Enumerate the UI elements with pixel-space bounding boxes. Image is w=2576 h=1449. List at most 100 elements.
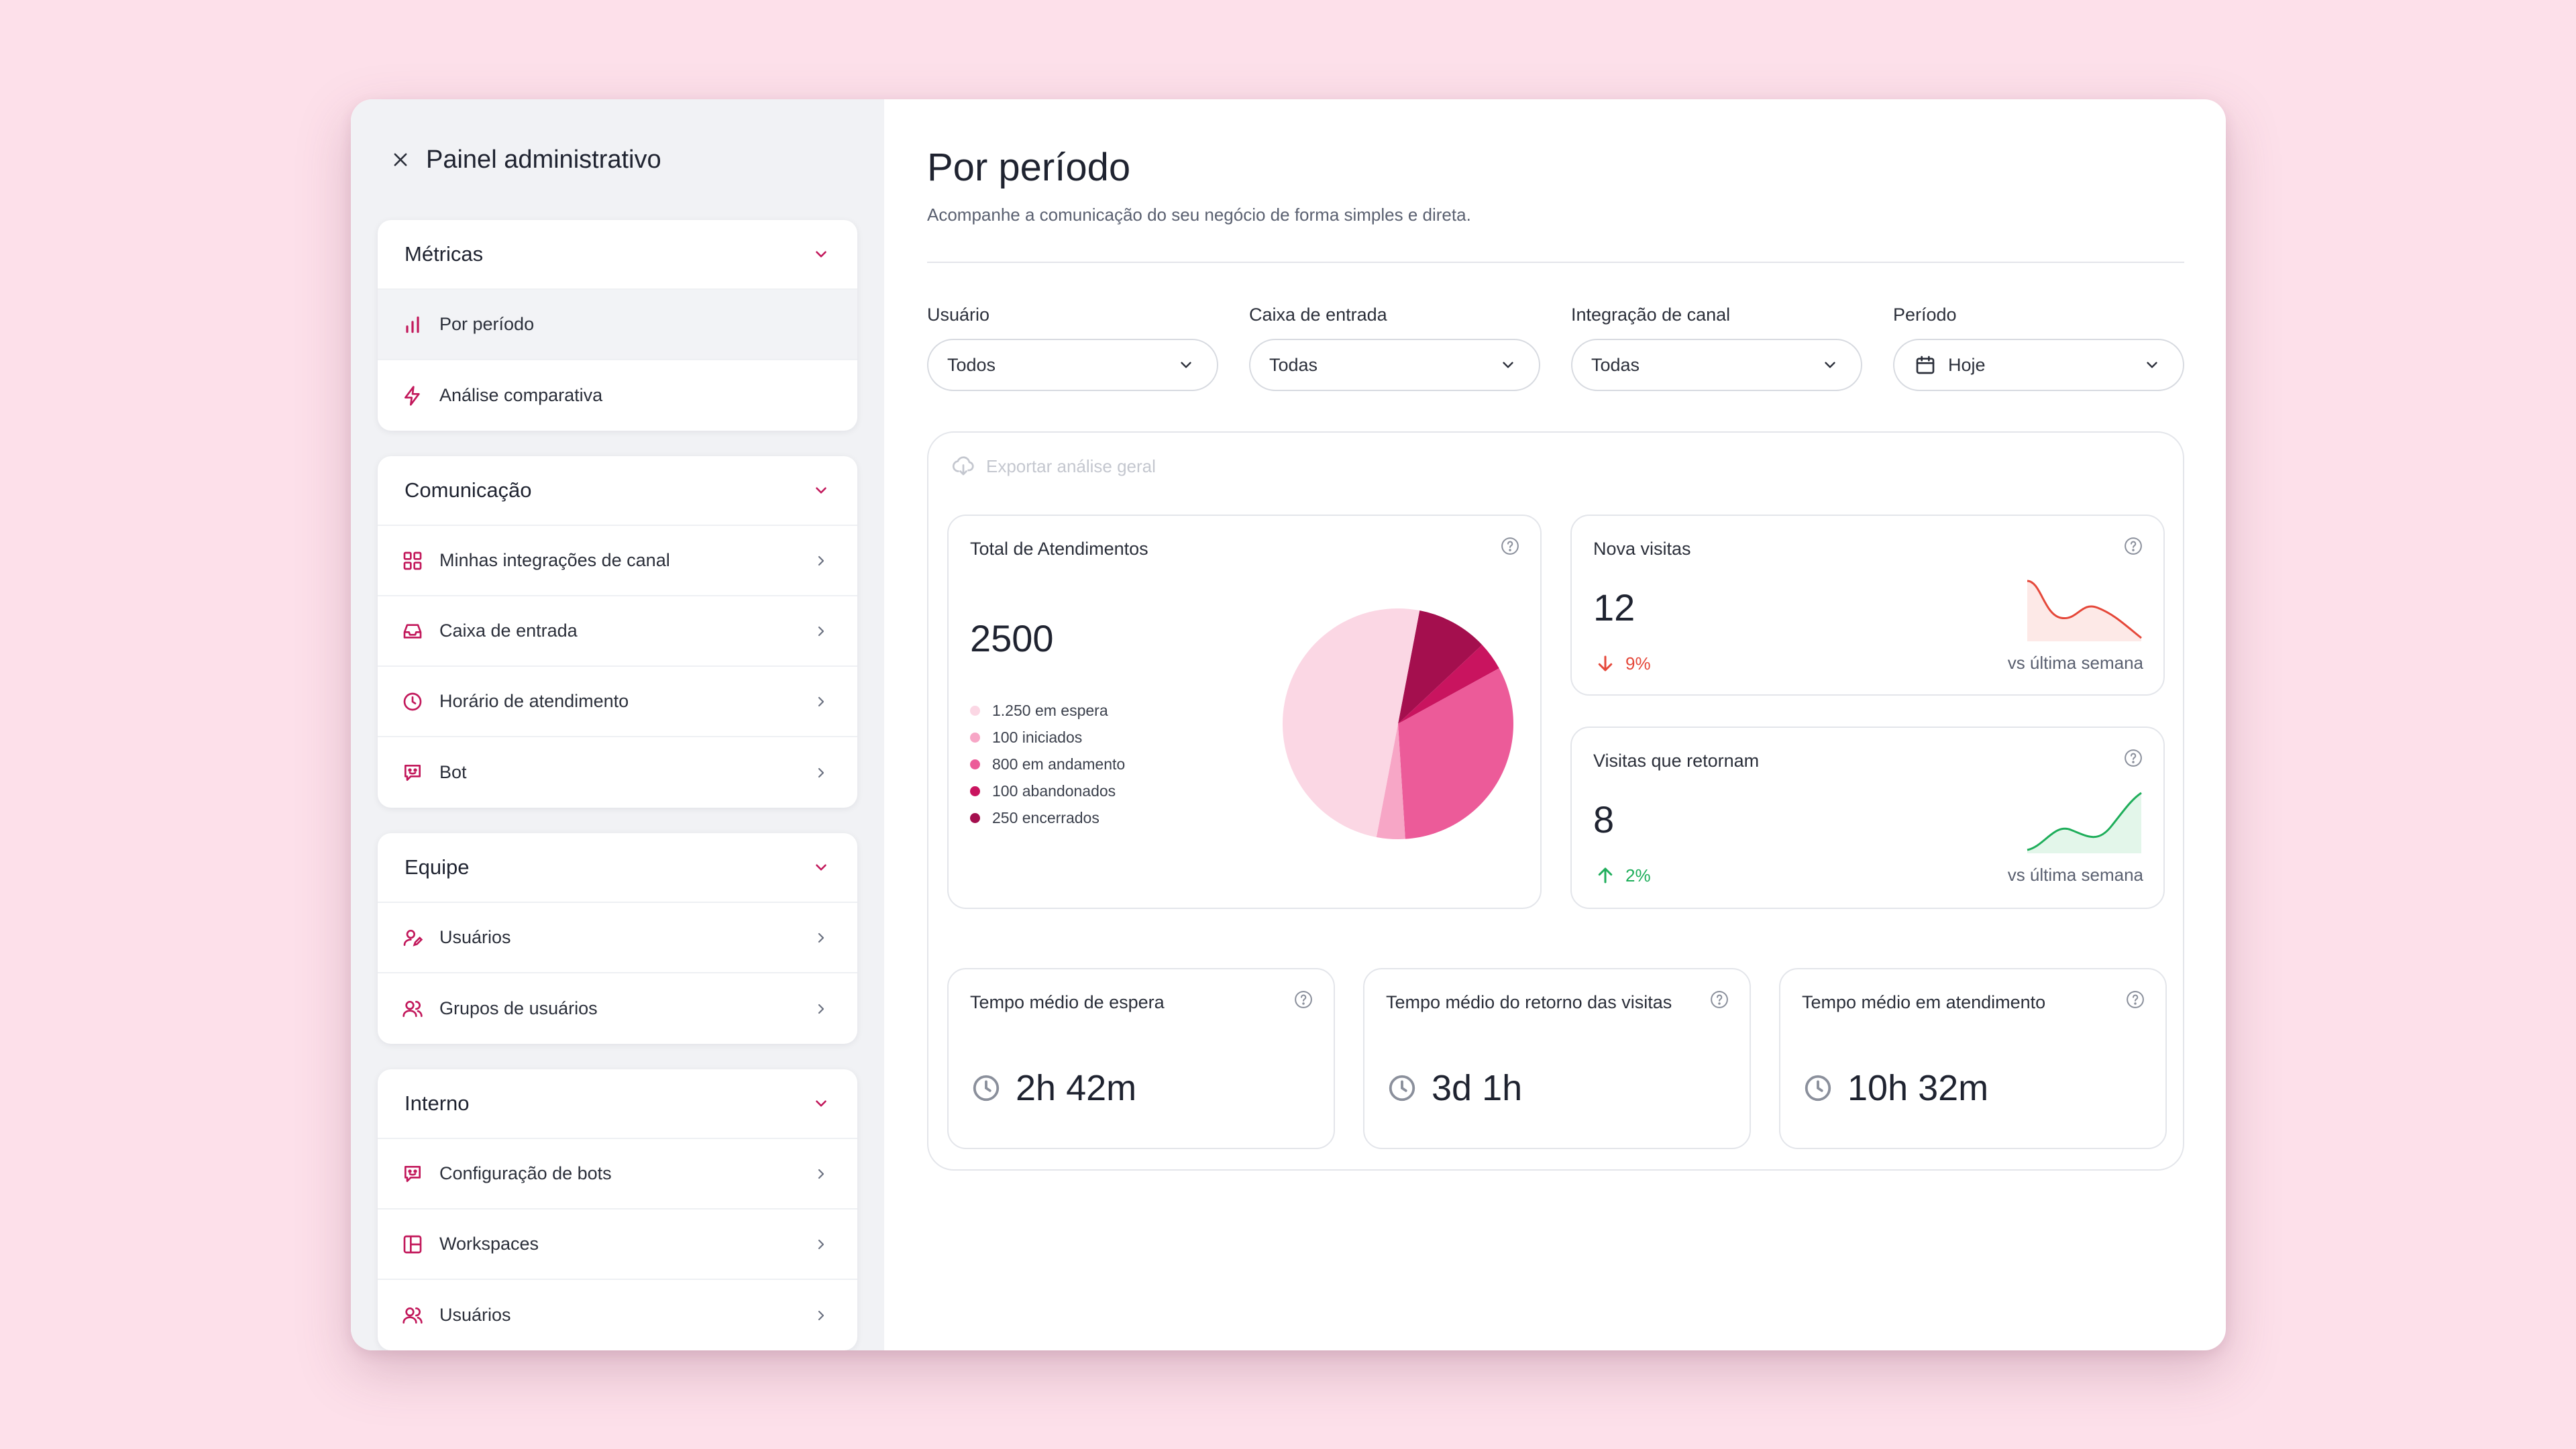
total-atendimentos-card: Total de Atendimentos 2500 1.250 em espe…: [947, 515, 1542, 909]
divider: [927, 262, 2184, 263]
visitas-retornam-sparkline: [2027, 792, 2142, 853]
arrow-down-icon: [1593, 651, 1617, 676]
filter-periodo: Período Hoje: [1893, 305, 2184, 391]
group-equipe-header[interactable]: Equipe: [378, 833, 857, 903]
legend-label: 250 encerrados: [992, 808, 1099, 826]
chevron-down-icon: [1174, 353, 1198, 377]
help-icon[interactable]: [2123, 536, 2143, 559]
arrow-up-icon: [1593, 863, 1617, 888]
layout-icon: [400, 1232, 425, 1256]
select-value: Todos: [947, 354, 996, 375]
time-value-row: 10h 32m: [1802, 1067, 1988, 1109]
filter-label: Usuário: [927, 305, 990, 325]
chevron-right-icon: [809, 1232, 833, 1256]
lightning-icon: [400, 384, 425, 408]
sidebar-item-por-periodo[interactable]: Por período: [378, 290, 857, 360]
help-icon[interactable]: [1500, 536, 1520, 559]
export-button[interactable]: Exportar análise geral: [947, 433, 2164, 500]
legend-dot: [970, 759, 980, 769]
legend-dot: [970, 786, 980, 796]
help-icon[interactable]: [1293, 989, 1313, 1013]
sidebar-item-usuarios[interactable]: Usuários: [378, 903, 857, 973]
filter-label: Integração de canal: [1571, 305, 1731, 325]
chevron-down-icon: [809, 478, 833, 502]
legend-dot: [970, 732, 980, 743]
users-icon: [400, 997, 425, 1021]
tempo-espera-card: Tempo médio de espera 2h 42m: [947, 968, 1335, 1149]
pie-slice-iniciados: [1376, 724, 1405, 839]
help-icon[interactable]: [1709, 989, 1729, 1013]
group-title: Equipe: [405, 855, 470, 879]
main-content: Por período Acompanhe a comunicação do s…: [884, 99, 2226, 1350]
sidebar-item-usuarios-interno[interactable]: Usuários: [378, 1280, 857, 1350]
sidebar-item-label: Caixa de entrada: [439, 621, 578, 641]
sidebar-title: Painel administrativo: [426, 145, 661, 174]
total-value: 2500: [970, 617, 1054, 659]
group-comunicacao: Comunicação Minhas integrações de canal …: [378, 456, 857, 808]
sidebar-item-horario[interactable]: Horário de atendimento: [378, 667, 857, 737]
visitas-retornam-delta: 2%: [1593, 863, 1651, 888]
sidebar-header: Painel administrativo: [378, 99, 857, 220]
help-icon[interactable]: [2123, 748, 2143, 771]
sidebar-item-label: Configuração de bots: [439, 1163, 612, 1183]
export-label: Exportar análise geral: [986, 455, 1156, 476]
chevron-down-icon: [1496, 353, 1520, 377]
group-title: Métricas: [405, 242, 484, 266]
chevron-right-icon: [809, 549, 833, 573]
chevron-right-icon: [809, 690, 833, 714]
sidebar-item-bot[interactable]: Bot: [378, 737, 857, 808]
filter-integracao: Integração de canal Todas: [1571, 305, 1862, 391]
chevron-right-icon: [809, 926, 833, 950]
group-interno-header[interactable]: Interno: [378, 1069, 857, 1139]
comparison-label: vs última semana: [2007, 653, 2143, 673]
legend-label: 100 iniciados: [992, 728, 1083, 746]
visitas-retornam-value: 8: [1593, 798, 1615, 841]
select-value: Todas: [1591, 354, 1640, 375]
time-value-row: 2h 42m: [970, 1067, 1136, 1109]
legend-item: 100 abandonados: [970, 777, 1125, 804]
sidebar-item-grupos[interactable]: Grupos de usuários: [378, 973, 857, 1044]
legend-label: 800 em andamento: [992, 755, 1126, 773]
sidebar-item-label: Workspaces: [439, 1234, 539, 1254]
filter-label: Período: [1893, 305, 1957, 325]
usuario-select[interactable]: Todos: [927, 339, 1218, 391]
chevron-down-icon: [809, 1091, 833, 1116]
sidebar-item-config-bots[interactable]: Configuração de bots: [378, 1139, 857, 1210]
chevron-down-icon: [809, 855, 833, 879]
app-window: Painel administrativo Métricas Por perío…: [351, 99, 2226, 1350]
legend-dot: [970, 705, 980, 716]
pie-legend: 1.250 em espera 100 iniciados 800 em and…: [970, 697, 1125, 831]
page-subtitle: Acompanhe a comunicação do seu negócio d…: [927, 205, 1471, 225]
filters: Usuário Todos Caixa de entrada Todas Int…: [927, 305, 2184, 391]
help-icon[interactable]: [2125, 989, 2145, 1013]
sidebar-item-analise-comparativa[interactable]: Análise comparativa: [378, 360, 857, 431]
group-comunicacao-header[interactable]: Comunicação: [378, 456, 857, 526]
card-title: Nova visitas: [1593, 539, 1691, 559]
visitas-retornam-card: Visitas que retornam 8 2% vs última sema…: [1570, 727, 2165, 909]
user-edit-icon: [400, 926, 425, 950]
group-title: Interno: [405, 1091, 470, 1115]
legend-label: 100 abandonados: [992, 782, 1116, 800]
sidebar-item-caixa-de-entrada[interactable]: Caixa de entrada: [378, 596, 857, 667]
caixa-select[interactable]: Todas: [1249, 339, 1540, 391]
close-icon[interactable]: [391, 150, 410, 169]
calendar-icon: [1913, 353, 1937, 377]
group-metricas-header[interactable]: Métricas: [378, 220, 857, 290]
sidebar-item-label: Minhas integrações de canal: [439, 550, 670, 570]
integracao-select[interactable]: Todas: [1571, 339, 1862, 391]
filter-caixa: Caixa de entrada Todas: [1249, 305, 1540, 391]
filter-label: Caixa de entrada: [1249, 305, 1387, 325]
legend-item: 250 encerrados: [970, 804, 1125, 831]
periodo-select[interactable]: Hoje: [1893, 339, 2184, 391]
pie-slice-abandonados: [1398, 645, 1499, 724]
pie-slice-em-espera: [1282, 608, 1420, 837]
sidebar-item-label: Grupos de usuários: [439, 998, 598, 1018]
clock-icon: [1386, 1072, 1418, 1104]
chevron-right-icon: [809, 1303, 833, 1328]
sidebar-item-integracoes[interactable]: Minhas integrações de canal: [378, 526, 857, 596]
group-title: Comunicação: [405, 478, 532, 502]
clock-icon: [970, 1072, 1002, 1104]
group-interno: Interno Configuração de bots Workspaces …: [378, 1069, 857, 1350]
sidebar-item-workspaces[interactable]: Workspaces: [378, 1210, 857, 1280]
inbox-icon: [400, 619, 425, 643]
